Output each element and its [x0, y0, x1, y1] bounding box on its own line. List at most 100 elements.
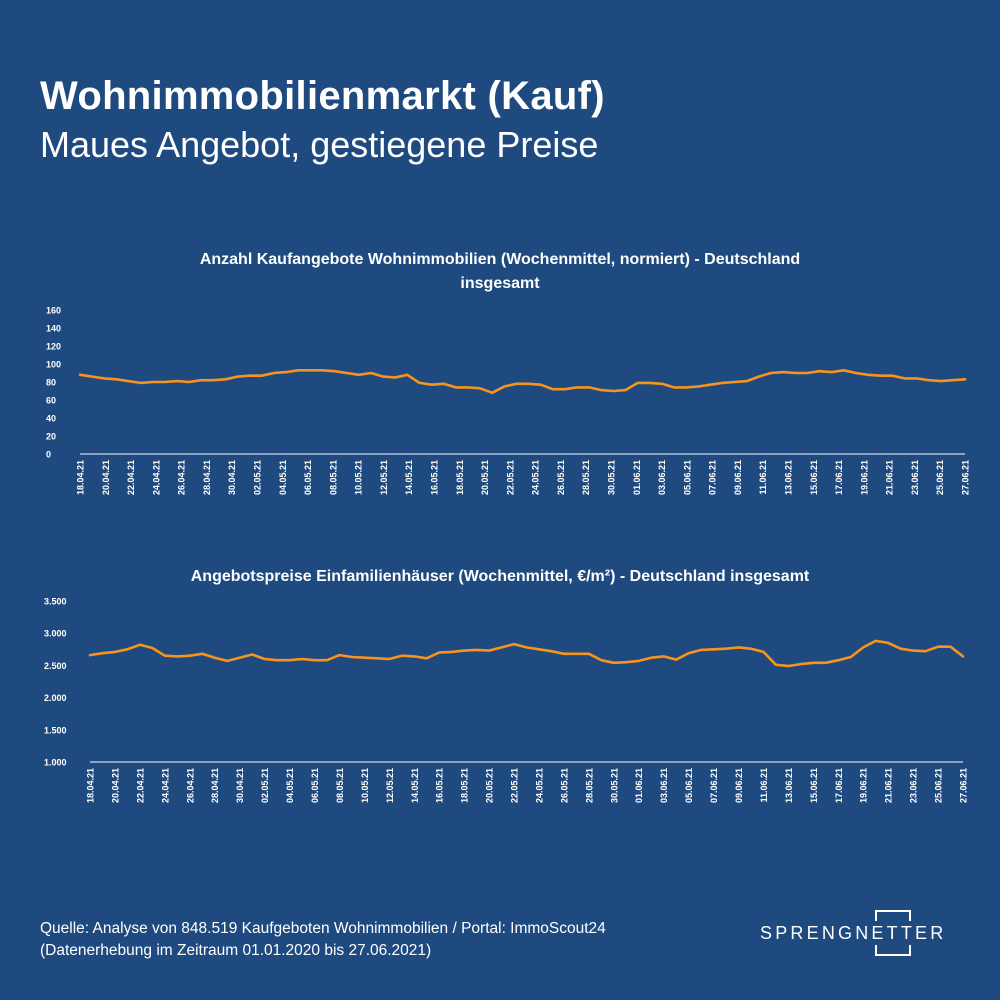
y-tick-label: 20: [46, 432, 56, 442]
y-tick-label: 0: [46, 450, 51, 460]
x-tick-label: 20.04.21: [101, 460, 111, 495]
x-tick-label: 18.04.21: [86, 768, 96, 803]
source-line-1: Quelle: Analyse von 848.519 Kaufgeboten …: [40, 920, 606, 937]
x-tick-label: 05.06.21: [682, 460, 692, 495]
chart-offer-count: Anzahl Kaufangebote Wohnimmobilien (Woch…: [0, 248, 1000, 528]
chart-plot-area: 0 20 40 60 80 100 120 140 160 18.04.21 20.04.21 22.…: [46, 306, 971, 496]
x-tick-label: 30.05.21: [607, 460, 617, 495]
x-tick-label: 26.04.21: [185, 768, 195, 803]
page-subtitle: Maues Angebot, gestiegene Preise: [40, 124, 599, 165]
x-tick-label: 09.06.21: [733, 460, 743, 495]
x-tick-label: 10.05.21: [354, 460, 364, 495]
y-tick-label: 40: [46, 414, 56, 424]
x-tick-label: 30.05.21: [609, 768, 619, 803]
x-tick-label: 04.05.21: [285, 768, 295, 803]
source-line-2: (Datenerhebung im Zeitraum 01.01.2020 bi…: [40, 942, 432, 959]
x-tick-label: 24.05.21: [531, 460, 541, 495]
x-tick-label: 30.04.21: [235, 768, 245, 803]
x-tick-label: 26.04.21: [177, 460, 187, 495]
x-tick-label: 12.05.21: [385, 768, 395, 803]
x-tick-label: 17.06.21: [834, 768, 844, 803]
series-line: [78, 369, 967, 395]
chart-title-line-1: Anzahl Kaufangebote Wohnimmobilien (Woch…: [199, 251, 801, 268]
logo-bracket-icon: [875, 910, 911, 956]
x-tick-label: 19.06.21: [859, 460, 869, 495]
logo-text: SPRENGNETTER: [760, 923, 947, 943]
x-tick-label: 22.04.21: [126, 460, 136, 495]
x-tick-label: 20.05.21: [480, 460, 490, 495]
x-tick-label: 05.06.21: [684, 768, 694, 803]
y-tick-label: 80: [46, 378, 56, 388]
x-tick-label: 18.04.21: [76, 460, 86, 495]
x-tick-label: 14.05.21: [404, 460, 414, 495]
x-tick-label: 02.05.21: [253, 460, 263, 495]
x-tick-label: 07.06.21: [708, 460, 718, 495]
x-tick-label: 12.05.21: [379, 460, 389, 495]
y-tick-label: 3.000: [44, 629, 67, 639]
x-tick-label: 24.04.21: [151, 460, 161, 495]
x-tick-label: 13.06.21: [784, 768, 794, 803]
x-tick-label: 16.05.21: [435, 768, 445, 803]
y-tick-label: 160: [46, 306, 61, 316]
x-tick-label: 10.05.21: [360, 768, 370, 803]
chart-plot-area: 1.000 1.500 2.000 2.500 3.000 3.500 18.04.21 20…: [44, 597, 969, 804]
x-tick-label: 30.04.21: [227, 460, 237, 495]
x-tick-label: 01.06.21: [632, 460, 642, 495]
y-tick-label: 1.000: [44, 758, 67, 768]
x-tick-label: 24.05.21: [534, 768, 544, 803]
chart-title-line-1: Angebotspreise Einfamilienhäuser (Wochen…: [190, 568, 810, 585]
x-tick-label: 15.06.21: [809, 768, 819, 803]
x-tick-label: 18.05.21: [455, 460, 465, 495]
x-tick-label: 23.06.21: [910, 460, 920, 495]
x-tick-label: 21.06.21: [885, 460, 895, 495]
y-tick-label: 2.500: [44, 661, 67, 671]
x-tick-label: 04.05.21: [278, 460, 288, 495]
x-tick-label: 11.06.21: [758, 460, 768, 495]
source-note: Quelle: Analyse von 848.519 Kaufgeboten …: [40, 918, 606, 962]
x-tick-label: 03.06.21: [659, 768, 669, 803]
x-tick-label: 14.05.21: [410, 768, 420, 803]
y-tick-label: 2.000: [44, 693, 67, 703]
x-tick-label: 20.05.21: [485, 768, 495, 803]
chart-title: Anzahl Kaufangebote Wohnimmobilien (Woch…: [0, 248, 1000, 296]
x-tick-label: 25.06.21: [934, 768, 944, 803]
x-tick-label: 03.06.21: [657, 460, 667, 495]
page-title: Wohnimmobilienmarkt (Kauf): [40, 74, 605, 118]
y-tick-label: 100: [46, 360, 61, 370]
x-tick-label: 15.06.21: [809, 460, 819, 495]
x-tick-label: 08.05.21: [335, 768, 345, 803]
x-tick-label: 26.05.21: [559, 768, 569, 803]
series-line: [88, 639, 965, 668]
x-tick-label: 16.05.21: [430, 460, 440, 495]
y-tick-label: 140: [46, 324, 61, 334]
sprengnetter-logo: SPRENGNETTER: [760, 908, 950, 958]
x-tick-label: 06.05.21: [303, 460, 313, 495]
y-tick-label: 1.500: [44, 725, 67, 735]
x-tick-label: 27.06.21: [959, 768, 969, 803]
x-tick-label: 23.06.21: [909, 768, 919, 803]
y-tick-label: 120: [46, 342, 61, 352]
chart-title-line-2: insgesamt: [460, 275, 540, 292]
x-tick-label: 06.05.21: [310, 768, 320, 803]
x-tick-label: 07.06.21: [709, 768, 719, 803]
x-tick-label: 26.05.21: [556, 460, 566, 495]
x-tick-label: 18.05.21: [460, 768, 470, 803]
y-tick-label: 60: [46, 396, 56, 406]
x-tick-label: 27.06.21: [961, 460, 971, 495]
x-tick-label: 11.06.21: [759, 768, 769, 803]
x-tick-label: 25.06.21: [935, 460, 945, 495]
x-tick-label: 20.04.21: [110, 768, 120, 803]
x-tick-label: 19.06.21: [859, 768, 869, 803]
x-tick-label: 28.04.21: [210, 768, 220, 803]
chart-title: Angebotspreise Einfamilienhäuser (Wochen…: [0, 565, 1000, 589]
x-tick-label: 21.06.21: [884, 768, 894, 803]
x-tick-label: 13.06.21: [784, 460, 794, 495]
x-tick-label: 28.05.21: [584, 768, 594, 803]
chart-house-prices: Angebotspreise Einfamilienhäuser (Wochen…: [0, 565, 1000, 835]
y-tick-label: 3.500: [44, 597, 67, 607]
x-tick-label: 22.05.21: [505, 460, 515, 495]
x-tick-label: 28.04.21: [202, 460, 212, 495]
x-tick-label: 22.05.21: [510, 768, 520, 803]
x-tick-label: 28.05.21: [581, 460, 591, 495]
x-tick-label: 01.06.21: [634, 768, 644, 803]
